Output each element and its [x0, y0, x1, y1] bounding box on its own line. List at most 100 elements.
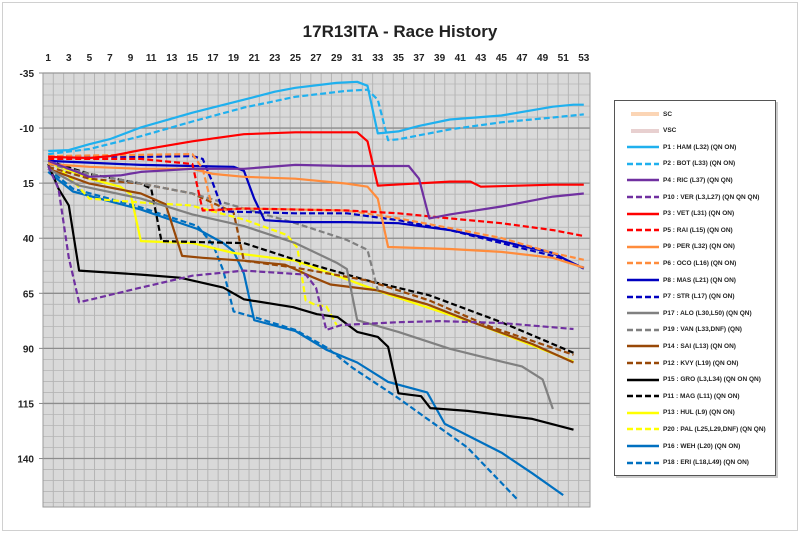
- x-tick-label: 33: [372, 53, 384, 64]
- x-tick-label: 23: [269, 53, 281, 64]
- x-tick-label: 29: [331, 53, 343, 64]
- legend-label: P15 : GRO (L3,L34) (QN ON QN): [663, 376, 761, 384]
- series-line-mas: [48, 159, 585, 270]
- legend-swatch: [627, 378, 659, 381]
- x-tick-label: 9: [128, 53, 134, 64]
- x-tick-label: 41: [455, 53, 467, 64]
- legend-entry: P20 : PAL (L25,L29,DNF) (QN QN): [615, 422, 766, 436]
- x-axis-ticks: 1 3 5 7 9 11 13 15 17 19 21 23 25 27 29 31 33 35 37 39 41 43 4…: [45, 53, 589, 64]
- legend-swatch: [627, 262, 659, 265]
- legend-entry: VSC: [615, 124, 676, 138]
- x-tick-label: 13: [166, 53, 178, 64]
- legend-swatch: [631, 112, 659, 116]
- x-tick-label: 53: [578, 53, 590, 64]
- x-tick-label: 17: [207, 53, 219, 64]
- y-tick-label: -35: [20, 69, 35, 80]
- legend-swatch: [627, 179, 659, 182]
- x-tick-label: 5: [87, 53, 93, 64]
- series-line-gro: [47, 163, 574, 431]
- legend-swatch: [627, 394, 659, 398]
- legend-swatch: [627, 295, 659, 298]
- x-tick-label: 3: [66, 53, 72, 64]
- legend-entry: P14 : SAI (L13) (QN ON): [615, 339, 736, 353]
- series-line-ver: [47, 165, 574, 331]
- series-line-str: [48, 155, 585, 269]
- legend-entry: P9 : PER (L32) (QN ON): [615, 240, 735, 254]
- series-line-eri: [47, 167, 519, 501]
- y-tick-label: 40: [23, 234, 35, 245]
- legend-label: P19 : VAN (L33,DNF) (QN): [663, 326, 742, 334]
- legend-label: P7 : STR (L17) (QN ON): [663, 293, 735, 301]
- x-tick-label: 35: [393, 53, 405, 64]
- x-tick-label: 21: [249, 53, 261, 64]
- legend-label: P3 : VET (L31) (QN ON): [663, 210, 735, 218]
- x-tick-label: 19: [228, 53, 240, 64]
- series-lines: [47, 80, 585, 501]
- legend-swatch: [627, 145, 659, 149]
- legend-swatch: [627, 195, 659, 199]
- legend-entry: P2 : BOT (L33) (QN ON): [615, 157, 735, 171]
- legend-entry: P16 : WEH (L20) (QN ON): [615, 439, 740, 453]
- x-tick-label: 45: [496, 53, 508, 64]
- legend-entry: P13 : HUL (L9) (QN ON): [615, 406, 735, 420]
- legend-entry: P17 : ALO (L30,L50) (QN QN): [615, 306, 752, 320]
- legend-entry: P4 : RIC (L37) (QN QN): [615, 173, 733, 187]
- legend-swatch: [627, 278, 659, 282]
- legend-label: P18 : ERI (L18,L49) (QN ON): [663, 459, 749, 467]
- x-tick-label: 37: [413, 53, 425, 64]
- x-tick-label: 31: [352, 53, 364, 64]
- legend-swatch: [631, 128, 659, 133]
- legend-swatch: [627, 245, 659, 249]
- x-tick-label: 27: [310, 53, 322, 64]
- legend-entry: P1 : HAM (L32) (QN ON): [615, 140, 736, 154]
- x-tick-label: 1: [45, 53, 51, 64]
- legend-swatch: [627, 328, 659, 332]
- legend-entry: P11 : MAG (L11) (QN ON): [615, 389, 740, 403]
- x-tick-label: 47: [516, 53, 528, 64]
- legend-label: P6 : OCO (L16) (QN ON): [663, 259, 737, 267]
- series-line-vet: [48, 131, 584, 188]
- x-tick-label: 7: [107, 53, 113, 64]
- x-tick-label: 43: [475, 53, 487, 64]
- legend-entry: P8 : MAS (L21) (QN ON): [615, 273, 736, 287]
- series-line-rai: [48, 157, 585, 238]
- legend-label: P2 : BOT (L33) (QN ON): [663, 160, 736, 168]
- legend-entry: SC: [615, 107, 672, 121]
- legend-swatch: [627, 461, 659, 464]
- x-tick-label: 49: [537, 53, 549, 64]
- series-line-ham: [48, 80, 584, 153]
- legend-label: P13 : HUL (L9) (QN ON): [663, 409, 735, 417]
- chart-title: 17R13ITA - Race History: [302, 22, 498, 41]
- legend-label: SC: [663, 110, 673, 118]
- legend-label: VSC: [663, 127, 677, 135]
- legend-label: P16 : WEH (L20) (QN ON): [663, 442, 741, 450]
- x-tick-label: 51: [558, 53, 570, 64]
- legend-swatch: [627, 444, 659, 448]
- y-tick-label: 90: [23, 344, 35, 355]
- legend-entry: P5 : RAI (L15) (QN ON): [615, 223, 733, 237]
- legend-entry: P15 : GRO (L3,L34) (QN ON QN): [615, 373, 761, 387]
- legend-swatch: [627, 162, 659, 166]
- legend-label: P1 : HAM (L32) (QN ON): [663, 143, 737, 151]
- y-axis-ticks: -35 -10 15 40 65 90 115 140: [17, 69, 43, 466]
- series-line-alo: [47, 167, 554, 410]
- y-tick-label: 115: [18, 399, 35, 410]
- legend-entry: P3 : VET (L31) (QN ON): [615, 207, 734, 221]
- x-tick-label: 11: [146, 53, 157, 64]
- y-tick-label: 65: [23, 289, 35, 300]
- series-line-hul: [47, 160, 574, 363]
- series-line-per: [48, 162, 585, 269]
- series-line-sai: [47, 167, 574, 364]
- legend-swatch: [627, 345, 659, 348]
- plot-border: [42, 72, 591, 508]
- legend-label: P5 : RAI (L15) (QN ON): [663, 226, 733, 234]
- legend-label: P10 : VER (L3,L27) (QN QN QN): [663, 193, 760, 201]
- legend-swatch: [627, 361, 659, 365]
- y-tick-label: 140: [17, 455, 34, 466]
- legend-entry: P12 : KVY (L19) (QN ON): [615, 356, 738, 370]
- legend-entry: P18 : ERI (L18,L49) (QN ON): [615, 456, 749, 470]
- y-tick-label: -10: [20, 124, 35, 135]
- series-line-van: [47, 162, 379, 291]
